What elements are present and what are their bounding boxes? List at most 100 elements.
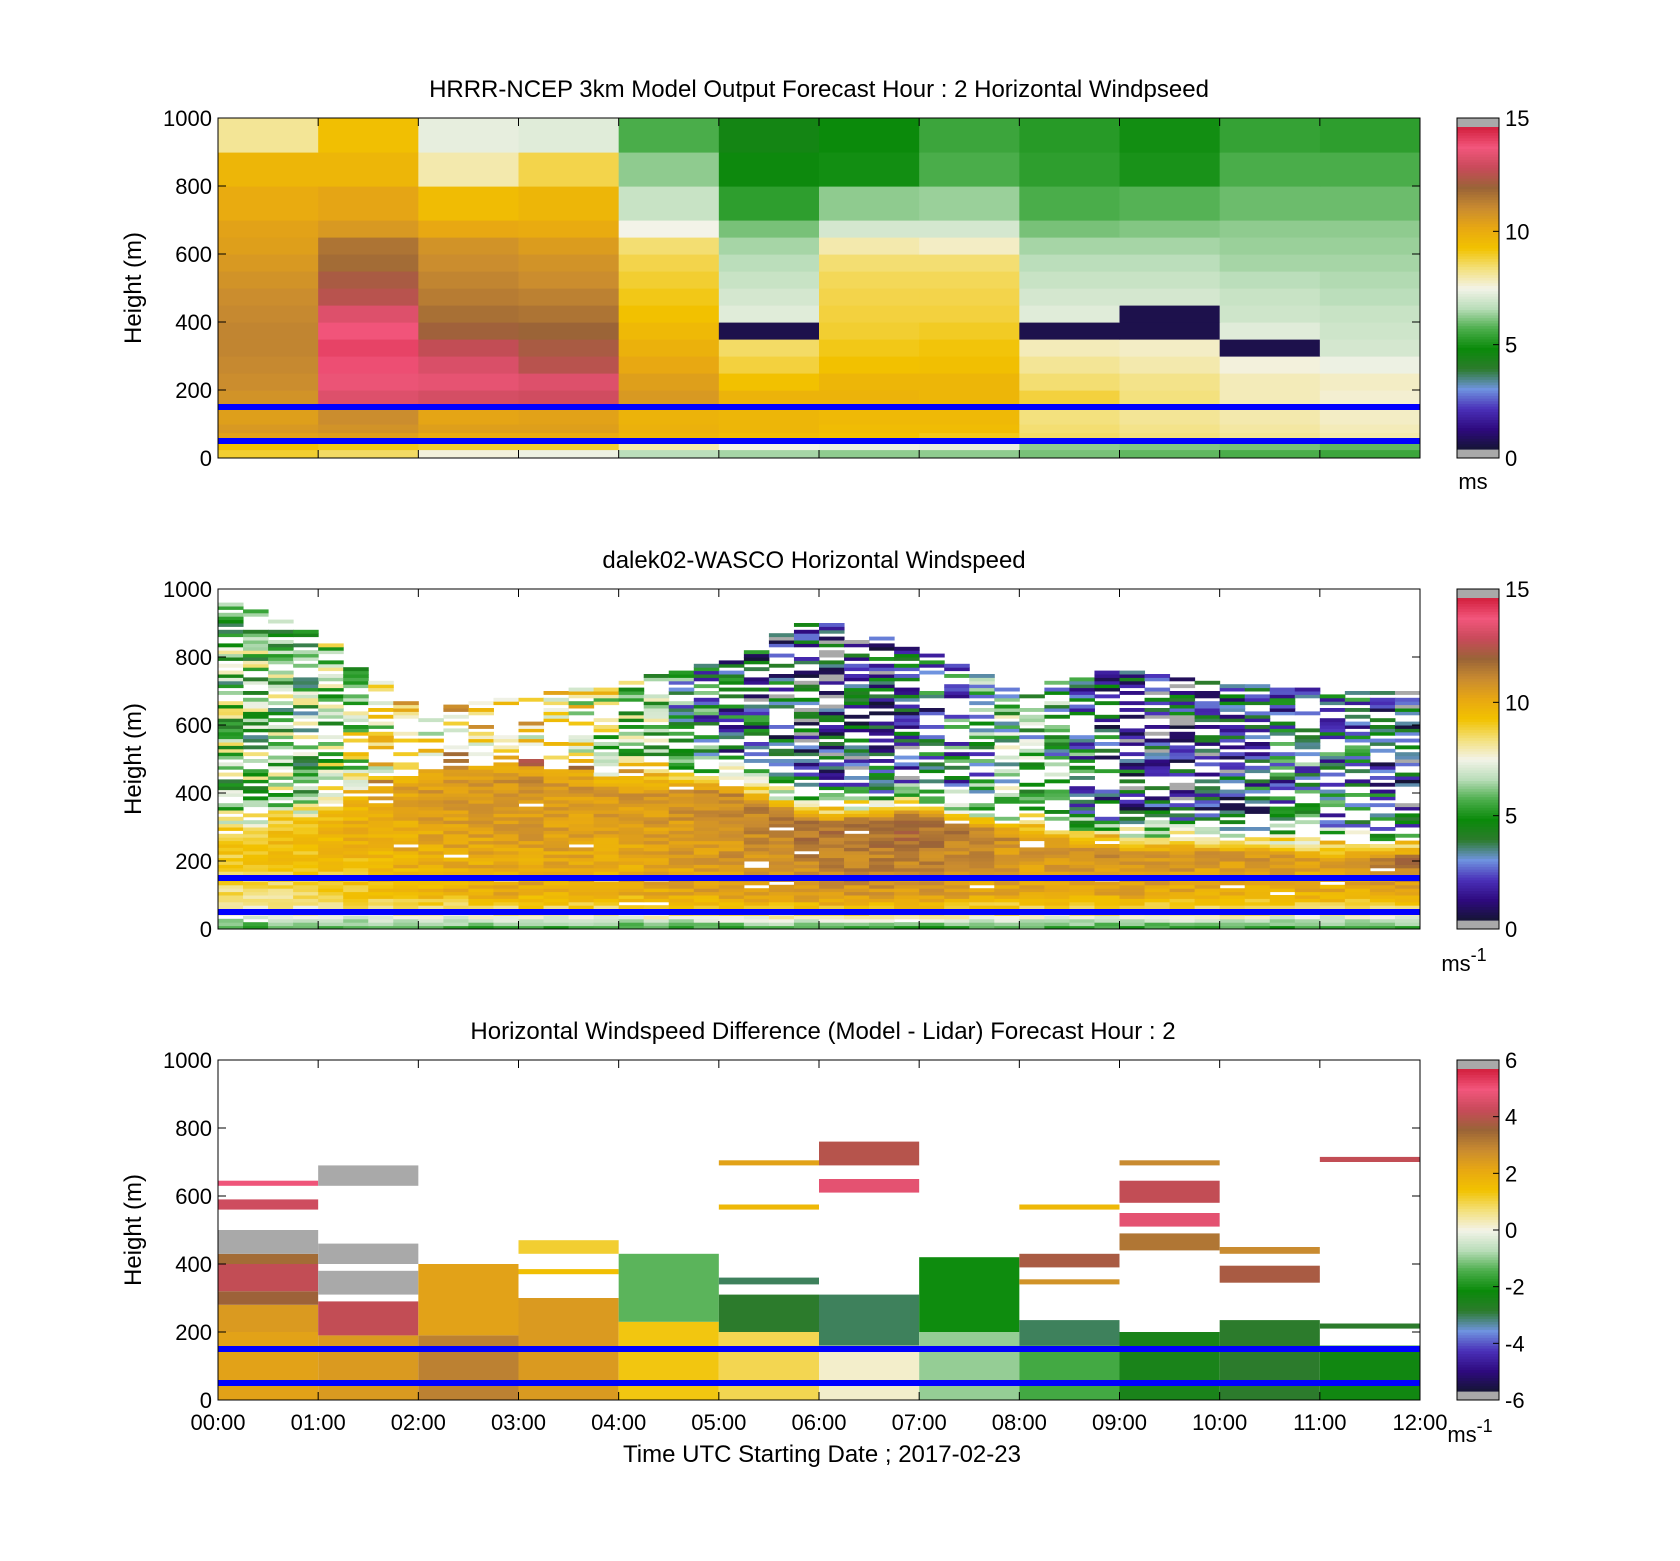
heatmap-cell (894, 813, 920, 818)
heatmap-cell (318, 762, 344, 767)
heatmap-cell (793, 820, 820, 825)
heatmap-cell (268, 884, 294, 889)
heatmap-cell (844, 786, 870, 791)
heatmap-cell (1069, 684, 1095, 689)
heatmap-cell (543, 884, 570, 889)
heatmap-cell (718, 660, 745, 665)
heatmap-cell (418, 449, 520, 458)
heatmap-cell (1094, 674, 1120, 678)
heatmap-cell (518, 237, 620, 255)
colorbar-segment (1457, 804, 1499, 808)
heatmap-cell (568, 759, 595, 763)
heatmap-cell (243, 609, 269, 614)
heatmap-cell (1119, 322, 1221, 340)
heatmap-cell (418, 237, 520, 255)
heatmap-cell (418, 271, 520, 289)
heatmap-cell (243, 871, 269, 876)
colorbar-segment (1457, 1243, 1499, 1247)
heatmap-cell (443, 895, 469, 899)
heatmap-cell (1319, 895, 1346, 899)
heatmap-cell (268, 782, 294, 787)
heatmap-cell (1269, 708, 1296, 712)
heatmap-cell (1069, 813, 1095, 818)
heatmap-cell (618, 796, 645, 801)
heatmap-cell (418, 799, 444, 804)
heatmap-cell (293, 735, 319, 740)
colorbar-segment (1457, 285, 1499, 289)
heatmap-cell (493, 823, 519, 828)
colorbar-segment (1457, 895, 1499, 900)
heatmap-cell (1044, 779, 1070, 784)
heatmap-cell (1019, 765, 1045, 770)
heatmap-cell (268, 867, 294, 872)
heatmap-cell (969, 823, 995, 828)
heatmap-cell (1119, 118, 1221, 153)
colorbar-tick-label: -4 (1505, 1331, 1525, 1356)
heatmap-cell (1069, 711, 1095, 716)
heatmap-cell (1019, 861, 1045, 865)
heatmap-cell (1244, 752, 1271, 757)
heatmap-cell (493, 837, 519, 842)
heatmap-cell (819, 152, 920, 187)
heatmap-cell (869, 684, 895, 689)
heatmap-cell (1044, 762, 1070, 767)
heatmap-cell (293, 643, 319, 648)
heatmap-cell (1119, 220, 1221, 238)
colorbar-segment (1457, 161, 1499, 166)
heatmap-cell (218, 646, 244, 651)
heatmap-cell (1244, 861, 1271, 865)
heatmap-cell (518, 915, 545, 920)
heatmap-cell (919, 186, 1020, 221)
heatmap-cell (1294, 837, 1321, 842)
heatmap-cell (1394, 725, 1420, 729)
difference-band (1119, 1213, 1220, 1227)
heatmap-cell (1244, 884, 1271, 889)
heatmap-cell (568, 694, 595, 699)
heatmap-cell (468, 827, 494, 831)
heatmap-cell (1094, 898, 1120, 903)
heatmap-cell (894, 799, 920, 804)
heatmap-cell (1319, 271, 1420, 289)
heatmap-cell (819, 827, 845, 831)
heatmap-cell (718, 837, 745, 842)
heatmap-cell (1269, 731, 1296, 736)
heatmap-cell (593, 697, 620, 702)
heatmap-cell (618, 823, 645, 828)
heatmap-cell (743, 714, 770, 719)
heatmap-cell (443, 844, 469, 848)
heatmap-cell (443, 752, 469, 757)
heatmap-cell (793, 833, 820, 838)
heatmap-cell (819, 449, 920, 458)
colorbar-segment (1457, 373, 1499, 378)
heatmap-cell (718, 861, 745, 865)
heatmap-cell (293, 905, 319, 910)
heatmap-cell (1094, 789, 1120, 794)
heatmap-cell (969, 691, 995, 695)
heatmap-cell (418, 810, 444, 814)
heatmap-cell (894, 704, 920, 709)
heatmap-cell (668, 789, 695, 794)
heatmap-cell (643, 833, 670, 838)
heatmap-cell (793, 782, 820, 787)
heatmap-cell (218, 840, 244, 845)
heatmap-cell (1144, 837, 1171, 842)
heatmap-cell (1144, 861, 1171, 865)
heatmap-cell (844, 881, 870, 886)
heatmap-cell (1219, 752, 1246, 757)
heatmap-cell (1069, 697, 1095, 702)
heatmap-cell (668, 711, 695, 716)
heatmap-cell (1369, 888, 1396, 893)
heatmap-cell (618, 861, 645, 865)
heatmap-cell (1194, 680, 1221, 685)
difference-band (1319, 1156, 1420, 1162)
heatmap-cell (768, 837, 795, 842)
heatmap-cell (618, 830, 645, 835)
heatmap-cell (844, 837, 870, 842)
heatmap-cell (1144, 677, 1171, 682)
heatmap-cell (368, 922, 394, 927)
heatmap-cell (218, 663, 244, 668)
heatmap-cell (618, 820, 645, 825)
colorbar-segment (1457, 839, 1499, 843)
heatmap-cell (1069, 857, 1095, 862)
heatmap-cell (793, 881, 820, 886)
